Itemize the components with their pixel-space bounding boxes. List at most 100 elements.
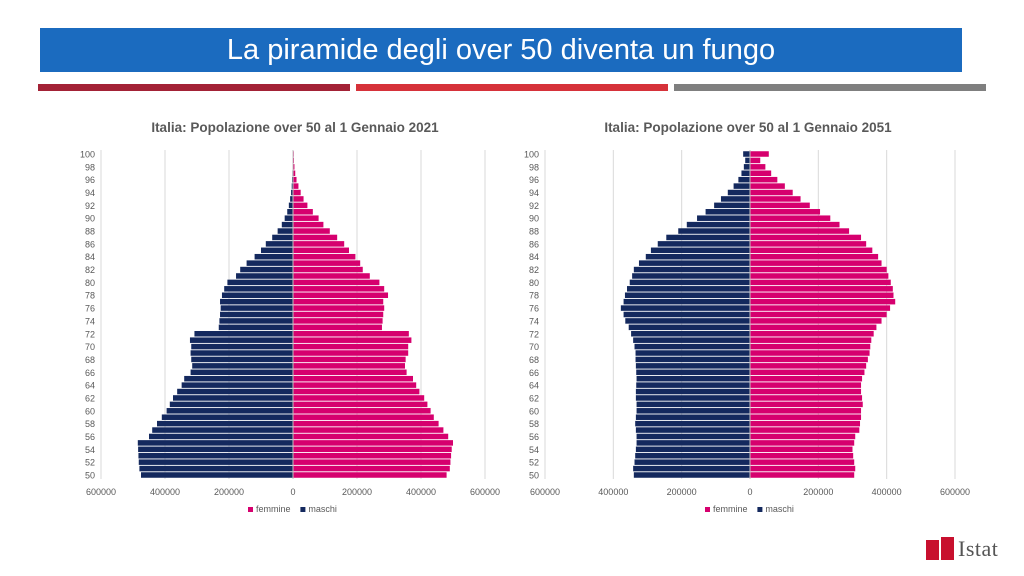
- bar-maschi-age-70: [191, 343, 293, 350]
- age-tick-label: 54: [85, 445, 95, 455]
- bar-maschi-age-61: [169, 401, 293, 408]
- age-tick-label: 98: [85, 162, 95, 172]
- bar-femmine-age-78: [293, 292, 389, 299]
- age-tick-label: 94: [85, 188, 95, 198]
- bar-femmine-age-55: [293, 440, 453, 446]
- bar-femmine-age-58: [293, 420, 439, 427]
- istat-logo-icon: [926, 537, 954, 560]
- age-tick-label: 92: [85, 201, 95, 211]
- age-tick-label: 64: [85, 381, 95, 391]
- bar-maschi-age-89: [281, 221, 293, 228]
- chart-title-2051: Italia: Popolazione over 50 al 1 Gennaio…: [604, 120, 892, 135]
- age-tick-label: 66: [85, 368, 95, 378]
- age-tick-label: 56: [85, 432, 95, 442]
- bar-maschi-age-51: [139, 465, 293, 472]
- bar-femmine-age-87: [293, 234, 338, 241]
- bar-femmine-age-80: [293, 279, 380, 286]
- x-tick-label: 600000: [470, 487, 500, 497]
- bar-maschi-age-73: [218, 324, 293, 331]
- bar-maschi-age-90: [284, 215, 293, 221]
- bar-femmine-age-64: [293, 382, 417, 388]
- bar-femmine-age-73: [293, 324, 382, 331]
- bar-maschi-age-88: [277, 228, 293, 234]
- age-tick-label: 70: [85, 342, 95, 352]
- bar-femmine-age-97: [293, 170, 296, 177]
- bar-femmine-age-67: [293, 363, 405, 369]
- bar-maschi-age-82: [240, 266, 293, 273]
- bar-femmine-age-59: [293, 414, 434, 420]
- bar-femmine-age-69: [293, 350, 409, 356]
- bar-femmine-age-62: [293, 395, 425, 401]
- bar-femmine-age-76: [293, 305, 385, 311]
- age-tick-label: 50: [85, 471, 95, 481]
- bar-femmine-age-60: [293, 408, 431, 414]
- decorative-rule-middle: [356, 84, 668, 91]
- age-tick-label: 96: [85, 175, 95, 185]
- bar-femmine-age-82: [293, 266, 363, 273]
- bar-femmine-age-90: [293, 215, 319, 221]
- bar-femmine-age-86: [293, 241, 345, 247]
- legend-label-maschi: maschi: [308, 504, 337, 514]
- bar-maschi-age-84: [254, 253, 293, 260]
- bar-femmine-age-71: [293, 337, 412, 343]
- bar-maschi-age-93: [290, 196, 293, 202]
- bar-femmine-age-54: [293, 446, 452, 453]
- bar-maschi-age-75: [220, 311, 293, 318]
- bar-femmine-age-88: [293, 228, 330, 234]
- bar-femmine-age-56: [293, 433, 449, 440]
- bar-maschi-age-85: [261, 247, 293, 254]
- bar-maschi-age-78: [221, 292, 293, 299]
- age-tick-label: 62: [85, 393, 95, 403]
- decorative-rule-right: [674, 84, 986, 91]
- bar-femmine-age-98: [293, 164, 295, 170]
- bar-maschi-age-69: [190, 350, 293, 356]
- bar-femmine-age-63: [293, 388, 420, 395]
- bar-maschi-age-55: [137, 440, 293, 446]
- bar-femmine-age-91: [293, 209, 313, 215]
- bar-femmine-age-70: [293, 343, 409, 350]
- bar-femmine-age-57: [293, 427, 444, 433]
- bar-maschi-age-80: [227, 279, 293, 286]
- x-tick-label: 0: [290, 487, 295, 497]
- bar-femmine-age-94: [293, 189, 301, 196]
- bar-maschi-age-91: [287, 209, 293, 215]
- bar-maschi-age-83: [246, 260, 293, 266]
- bar-femmine-age-85: [293, 247, 349, 254]
- bar-maschi-age-79: [224, 286, 293, 292]
- age-tick-label: 88: [85, 227, 95, 237]
- x-tick-label: 400000: [406, 487, 436, 497]
- bar-femmine-age-65: [293, 375, 413, 382]
- bar-maschi-age-50: [141, 472, 293, 478]
- age-tick-label: 84: [85, 252, 95, 262]
- bar-maschi-age-92: [288, 202, 293, 209]
- bar-femmine-age-84: [293, 253, 356, 260]
- decorative-rule-left: [38, 84, 350, 91]
- x-tick-label: 600000: [86, 487, 116, 497]
- age-tick-label: 58: [85, 419, 95, 429]
- bar-maschi-age-86: [265, 241, 293, 247]
- bar-maschi-age-62: [173, 395, 293, 401]
- bar-femmine-age-89: [293, 221, 324, 228]
- legend-swatch-femmine: [248, 507, 253, 512]
- bar-maschi-age-87: [272, 234, 293, 241]
- bar-maschi-age-64: [181, 382, 293, 388]
- age-tick-label: 100: [80, 150, 95, 160]
- age-tick-label: 52: [85, 458, 95, 468]
- bar-femmine-age-53: [293, 452, 452, 459]
- bar-femmine-age-52: [293, 459, 451, 465]
- bar-maschi-age-74: [219, 318, 293, 324]
- x-tick-label: 200000: [342, 487, 372, 497]
- age-tick-label: 86: [85, 239, 95, 249]
- bar-femmine-age-50: [293, 472, 447, 478]
- bar-femmine-age-95: [293, 183, 299, 189]
- bar-maschi-age-59: [161, 414, 293, 420]
- bar-maschi-age-56: [149, 433, 293, 440]
- bar-maschi-age-71: [189, 337, 293, 343]
- age-tick-label: 60: [85, 406, 95, 416]
- bar-femmine-age-72: [293, 330, 409, 337]
- bar-femmine-age-93: [293, 196, 304, 202]
- bar-maschi-age-76: [220, 305, 293, 311]
- bar-maschi-age-57: [152, 427, 293, 433]
- bar-femmine-age-96: [293, 176, 297, 183]
- age-tick-label: 90: [85, 214, 95, 224]
